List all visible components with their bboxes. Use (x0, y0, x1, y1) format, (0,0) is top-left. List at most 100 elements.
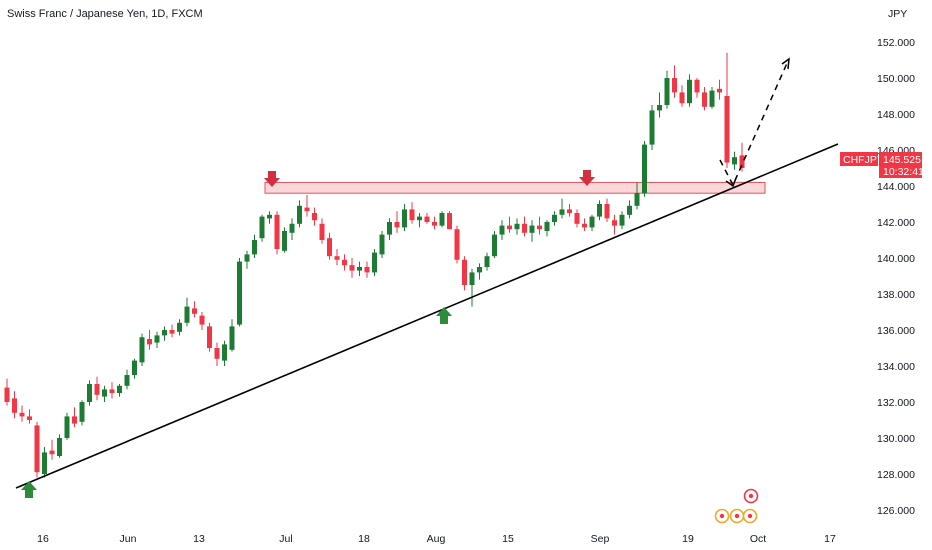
candle (529, 220, 535, 242)
candle-body (649, 110, 655, 145)
price-badge: CHFJPY 145.525 10:32:41 (840, 152, 924, 178)
candle-body (327, 238, 332, 257)
y-tick-label: 128.000 (877, 469, 915, 481)
candle-body (79, 402, 85, 422)
candle (117, 384, 122, 397)
chart-title: Swiss Franc / Japanese Yen, 1D, FXCM (7, 8, 203, 20)
event-icon[interactable] (729, 508, 745, 524)
candle-body (732, 157, 737, 165)
y-tick-label: 152.000 (877, 37, 915, 49)
candle-body (27, 416, 32, 420)
x-tick-label: 18 (358, 533, 370, 545)
candle (184, 297, 190, 327)
candle (372, 249, 377, 276)
candle (162, 326, 167, 341)
candle-body (439, 213, 445, 226)
candle (574, 209, 580, 228)
candle (312, 207, 317, 226)
candle (402, 204, 407, 231)
y-tick-label: 140.000 (877, 253, 915, 265)
event-icon[interactable] (743, 488, 759, 504)
candle-body (289, 223, 295, 233)
candle (612, 214, 617, 235)
event-icon[interactable] (714, 508, 730, 524)
candle (417, 213, 422, 228)
x-axis: 16 Jun 13 Jul 18 Aug 15 Sep 19 Oct 17 (37, 533, 836, 545)
candle (154, 331, 160, 348)
candle-body (454, 229, 460, 260)
candle (657, 92, 662, 118)
projection-arrowhead (781, 57, 790, 70)
candle (109, 382, 115, 399)
candle (319, 218, 325, 244)
resistance-zone (264, 181, 766, 194)
candle-body (529, 225, 535, 233)
candle-body (499, 225, 505, 235)
y-tick-label: 138.000 (877, 289, 915, 301)
candle-body (394, 222, 400, 228)
candle-body (139, 337, 145, 363)
symbol-label: CHFJPY (843, 154, 884, 166)
candle-body (94, 384, 100, 395)
candle (597, 200, 602, 221)
candle-body (132, 360, 137, 375)
candle-body (12, 398, 17, 413)
x-tick-label: 17 (824, 533, 836, 545)
y-tick-label: 136.000 (877, 325, 915, 337)
y-tick-label: 130.000 (877, 433, 915, 445)
candle (522, 216, 527, 237)
candle-body (469, 272, 475, 285)
candle (432, 216, 437, 230)
candle-body (64, 416, 70, 438)
last-price-badge (879, 152, 922, 178)
countdown-label: 10:32:41 (883, 166, 924, 178)
candle (297, 200, 302, 228)
candle-body (334, 256, 340, 260)
candle-body (522, 223, 527, 233)
candle (19, 405, 25, 422)
candle (514, 218, 520, 235)
candle-body (409, 209, 415, 221)
candle-body (72, 416, 77, 424)
candle (649, 105, 655, 150)
candle-body (124, 375, 130, 386)
candle (499, 220, 505, 240)
candle-body (372, 252, 377, 273)
x-tick-label: 19 (682, 533, 694, 545)
candle-body (597, 204, 602, 217)
candle (687, 74, 692, 107)
candle-body (34, 425, 40, 473)
candle-body (739, 155, 745, 168)
candle (34, 421, 40, 478)
event-icon[interactable] (742, 508, 758, 524)
x-tick-label: 13 (193, 533, 205, 545)
candle-body (589, 216, 595, 228)
candle-body (484, 256, 490, 267)
candle-body (237, 261, 242, 325)
candle (12, 391, 17, 419)
candle-body (102, 389, 107, 397)
candle-body (432, 222, 437, 226)
candle-body (282, 231, 287, 251)
candle-body (57, 438, 62, 456)
candle (132, 358, 137, 379)
candle-body (612, 220, 617, 226)
arrows-layer (21, 170, 595, 498)
candle-body (702, 92, 707, 107)
candle-body (537, 225, 542, 230)
candle (304, 195, 310, 217)
candle-body (297, 205, 302, 224)
x-tick-label: Aug (427, 533, 446, 545)
candle (199, 312, 205, 330)
candle (207, 322, 212, 352)
candle-body (424, 216, 430, 222)
candle-body (229, 326, 235, 350)
candle (79, 400, 85, 426)
candle (484, 252, 490, 271)
candle (439, 211, 445, 228)
candle (462, 256, 467, 291)
candle-body (42, 452, 47, 474)
up-arrow-icon (21, 481, 37, 498)
last-price-label: 145.525 (883, 154, 921, 166)
